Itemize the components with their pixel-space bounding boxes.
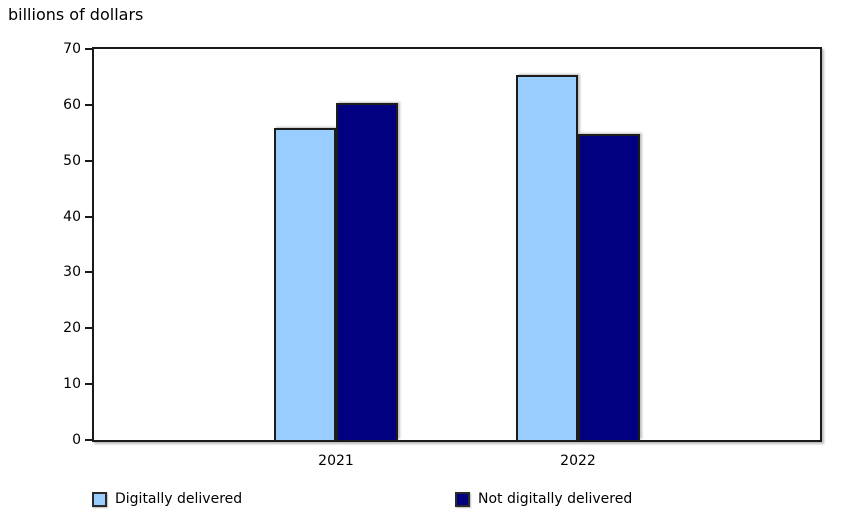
y-axis-tick bbox=[85, 439, 92, 441]
y-axis-tick-label: 0 bbox=[72, 432, 81, 448]
bar-2022-not-digitally-delivered bbox=[578, 133, 640, 440]
y-axis-tick-label: 20 bbox=[63, 320, 81, 337]
y-axis-tick bbox=[85, 215, 92, 218]
chart-title: billions of dollars bbox=[8, 5, 144, 24]
bar-2022-digitally-delivered bbox=[516, 74, 578, 440]
y-axis-tick-label: 30 bbox=[63, 264, 81, 281]
plot-area: 0 10 20 30 40 50 60 70 2021 2022 bbox=[63, 41, 822, 469]
y-axis-tick bbox=[85, 48, 92, 50]
y-axis-tick-label: 40 bbox=[63, 208, 81, 225]
y-axis-tick-label: 60 bbox=[63, 96, 81, 113]
x-category-label-2021: 2021 bbox=[318, 453, 354, 469]
x-category-label-2022: 2022 bbox=[560, 453, 596, 469]
legend-color-swatch-digitally-delivered bbox=[92, 491, 107, 507]
legend-item-digitally-delivered: Digitally delivered bbox=[92, 490, 242, 508]
legend-label-digitally-delivered: Digitally delivered bbox=[115, 491, 243, 507]
y-axis-tick-label: 10 bbox=[63, 376, 81, 393]
bar-2021-not-digitally-delivered bbox=[336, 103, 398, 440]
y-axis-tick bbox=[85, 271, 92, 274]
legend-color-swatch-not-digitally-delivered bbox=[455, 491, 470, 507]
legend-label-not-digitally-delivered: Not digitally delivered bbox=[478, 491, 633, 507]
y-axis-tick bbox=[85, 103, 92, 106]
y-axis-tick bbox=[85, 383, 92, 386]
y-axis-tick bbox=[85, 327, 92, 330]
y-axis-tick-label: 70 bbox=[63, 41, 81, 57]
legend-item-not-digitally-delivered: Not digitally delivered bbox=[455, 490, 632, 508]
bar-2021-digitally-delivered bbox=[274, 127, 336, 440]
y-axis-tick bbox=[85, 159, 92, 162]
y-axis-tick-label: 50 bbox=[63, 152, 81, 169]
